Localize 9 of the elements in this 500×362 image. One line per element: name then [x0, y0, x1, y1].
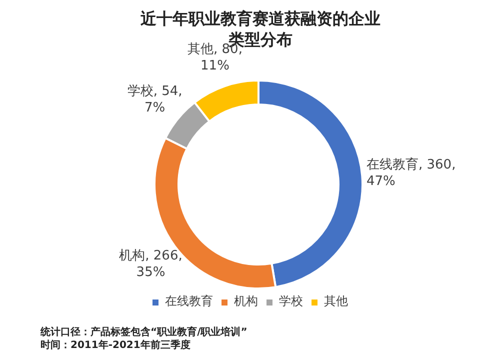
legend-label: 其他	[324, 293, 348, 310]
data-label: 机构, 266, 35%	[119, 248, 182, 280]
text: 时间：2011年-2021年前三季度	[40, 339, 190, 351]
legend-label: 在线教育	[165, 293, 213, 310]
text: 统计口径：产品标签包含“职业教育/职业培训”	[40, 326, 248, 338]
data-label: 在线教育, 360, 47%	[366, 156, 456, 190]
data-label: 学校, 54, 7%	[127, 84, 182, 116]
legend-label: 机构	[234, 293, 258, 310]
legend-label: 学校	[279, 293, 303, 310]
